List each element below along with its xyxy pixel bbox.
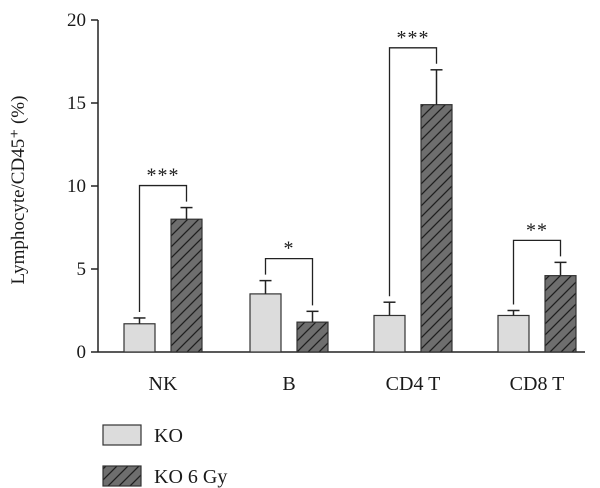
y-tick-label: 20: [67, 10, 86, 31]
significance-label: **: [526, 219, 548, 241]
significance-bracket: [388, 47, 438, 297]
legend-swatch: [102, 465, 142, 487]
significance-bracket: [512, 239, 562, 305]
legend-swatch: [102, 424, 142, 446]
bar-ko-6gy-b: [296, 321, 329, 353]
category-labels: NK B CD4 T CD8 T: [149, 373, 565, 395]
x-tick-label: B: [282, 373, 295, 395]
bar-ko-b: [249, 293, 282, 353]
y-tick-label: 10: [67, 176, 86, 197]
legend-label: KO: [154, 425, 183, 447]
legend: KO KO 6 Gy: [102, 424, 227, 488]
bars: [123, 69, 577, 353]
significance-brackets: *********: [138, 27, 562, 312]
bar-ko-nk: [123, 323, 156, 353]
legend-label: KO 6 Gy: [154, 466, 227, 488]
bar-ko-cd8-t: [497, 314, 530, 353]
y-tick-label: 15: [67, 93, 86, 114]
y-ticks: 0 5 10 15 20: [67, 10, 98, 363]
y-tick-label: 0: [77, 342, 87, 363]
x-tick-label: CD8 T: [510, 373, 565, 395]
significance-bracket: [264, 257, 314, 306]
bar-ko-6gy-cd4-t: [420, 104, 453, 353]
bar-ko-cd4-t: [373, 314, 406, 353]
y-axis-label: Lymphocyte/CD45⁺ (%): [8, 96, 29, 285]
bar-ko-6gy-cd8-t: [544, 275, 577, 353]
significance-label: *: [284, 238, 295, 260]
x-tick-label: NK: [149, 373, 178, 395]
x-tick-label: CD4 T: [386, 373, 441, 395]
significance-label: ***: [397, 27, 430, 49]
bar-ko-6gy-nk: [170, 218, 203, 353]
significance-bracket: [138, 184, 188, 312]
y-tick-label: 5: [77, 259, 87, 280]
significance-label: ***: [147, 165, 180, 187]
